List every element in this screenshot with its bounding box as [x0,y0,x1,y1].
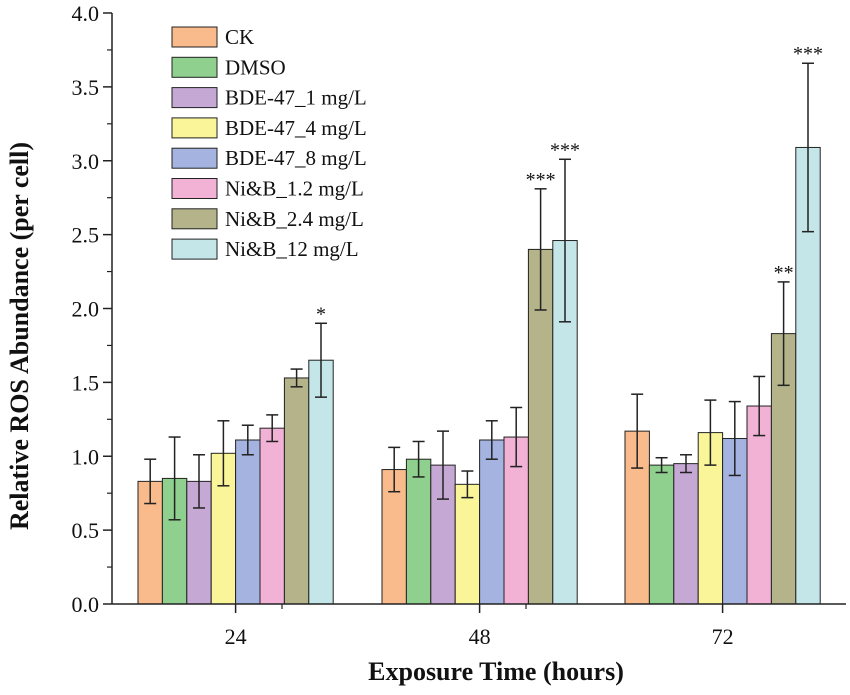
x-tick-label: 72 [712,624,734,649]
legend-swatch [171,87,218,109]
significance-layer: ************ [316,43,823,325]
legend-label: Ni&B_2.4 mg/L [225,207,364,231]
bar [259,427,285,605]
y-tick-label: 3.0 [72,149,100,174]
bar [454,483,481,605]
y-axis-title: Relative ROS Abundance (per cell) [5,142,34,530]
error-bars-layer [144,62,814,521]
legend-swatch [171,26,218,48]
significance-label: *** [526,169,556,191]
legend-label: DMSO [225,55,286,79]
legend-swatch [171,208,218,230]
bar [624,430,650,605]
y-tick-label: 3.5 [72,75,100,100]
bar [405,458,432,605]
y-tick-label: 0.0 [72,592,100,617]
bar [648,464,675,605]
legend-label: BDE-47_8 mg/L [225,146,367,170]
significance-label: *** [550,139,580,161]
bar [235,439,261,605]
legend-label: Ni&B_1.2 mg/L [225,177,364,201]
axes-layer: 0.0 0.5 1.0 1.5 2.0 2.5 3.0 3.5 4.0 24 48 72 [72,1,846,649]
x-tick-label: 48 [469,624,491,649]
y-tick-label: 2.5 [72,223,100,248]
legend: CK DMSO BDE-47_1 mg/L BDE-47_4 mg/L BDE-47_8… [171,25,367,261]
bar [283,377,310,605]
y-tick-label: 1.0 [72,444,100,469]
bar [479,439,505,605]
legend-label: Ni&B_12 mg/L [225,237,359,261]
significance-label: *** [793,43,823,65]
x-axis-title: Exposure Time (hours) [368,657,624,686]
legend-label: CK [225,25,254,49]
legend-swatch [171,147,218,169]
legend-swatch [171,238,218,260]
y-tick-label: 0.5 [72,518,100,543]
significance-label: ** [774,262,794,284]
y-tick-label: 1.5 [72,370,100,395]
bar [673,463,699,605]
legend-swatch [171,56,218,78]
y-tick-label: 2.0 [72,297,100,322]
legend-swatch [171,117,218,139]
bar [308,359,334,605]
legend-label: BDE-47_1 mg/L [225,86,367,110]
legend-label: BDE-47_4 mg/L [225,116,367,140]
y-tick-label: 4.0 [72,1,100,26]
x-tick-label: 24 [225,624,247,649]
legend-swatch [171,178,218,199]
significance-label: * [316,303,326,325]
